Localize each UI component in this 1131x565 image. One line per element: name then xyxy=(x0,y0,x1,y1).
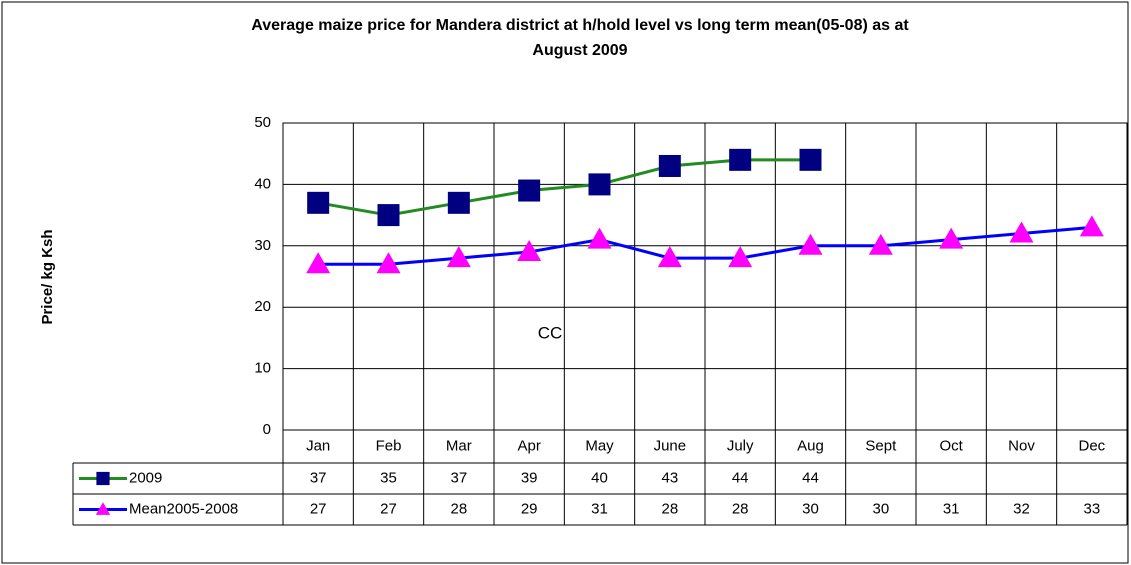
annotation: CC xyxy=(538,323,563,342)
table-value: 33 xyxy=(1083,500,1100,517)
table-value: 28 xyxy=(661,500,678,517)
marker xyxy=(377,204,400,227)
x-tick-label: Oct xyxy=(939,437,963,454)
plot-border xyxy=(282,122,1128,431)
y-tick-label: 0 xyxy=(263,421,271,438)
table-value: 37 xyxy=(450,469,467,486)
marker xyxy=(518,179,541,202)
table-value: 28 xyxy=(450,500,467,517)
series-line xyxy=(317,158,811,217)
table-value: 29 xyxy=(521,500,538,517)
marker xyxy=(96,471,110,486)
x-tick-label: Sept xyxy=(865,437,897,454)
x-tick-label: Aug xyxy=(797,437,824,454)
marker xyxy=(376,252,401,274)
x-tick-label: July xyxy=(727,437,754,454)
marker xyxy=(728,246,753,268)
y-tick-label: 20 xyxy=(254,298,271,315)
table-value: 39 xyxy=(521,469,538,486)
x-tick-label: Mar xyxy=(446,437,472,454)
table-value: 31 xyxy=(943,500,960,517)
y-tick-label: 10 xyxy=(254,360,271,377)
marker xyxy=(95,502,111,515)
x-tick-label: Jan xyxy=(306,437,330,454)
marker xyxy=(306,252,331,274)
table-value: 28 xyxy=(732,500,749,517)
x-tick-label: June xyxy=(654,437,687,454)
marker xyxy=(798,233,823,255)
legend-label: 2009 xyxy=(129,469,162,486)
table-value: 27 xyxy=(380,500,397,517)
table-value: 30 xyxy=(872,500,889,517)
table-value: 32 xyxy=(1013,500,1030,517)
marker xyxy=(307,191,330,214)
table-value: 40 xyxy=(591,469,608,486)
series-line xyxy=(318,225,1092,266)
marker xyxy=(868,233,893,255)
x-tick-label: Dec xyxy=(1078,437,1105,454)
marker xyxy=(658,154,681,177)
y-tick-label: 50 xyxy=(254,114,271,131)
marker xyxy=(1079,215,1104,237)
marker xyxy=(446,246,471,268)
table-value: 27 xyxy=(310,500,327,517)
y-tick-label: 40 xyxy=(254,175,271,192)
marker xyxy=(517,239,542,261)
marker xyxy=(1009,221,1034,243)
table-value: 30 xyxy=(802,500,819,517)
table-value: 44 xyxy=(802,469,819,486)
x-tick-label: Nov xyxy=(1008,437,1035,454)
y-tick-label: 30 xyxy=(254,237,271,254)
marker xyxy=(939,227,964,249)
chart-title: Average maize price for Mandera district… xyxy=(251,17,909,34)
marker xyxy=(587,227,612,249)
marker xyxy=(729,148,752,171)
x-tick-label: Apr xyxy=(517,437,540,454)
y-axis-title: Price/ kg Ksh xyxy=(39,229,56,324)
chart-subtitle: August 2009 xyxy=(532,42,627,59)
table-value: 35 xyxy=(380,469,397,486)
marker xyxy=(588,173,611,196)
table-value: 31 xyxy=(591,500,608,517)
marker xyxy=(799,148,822,171)
table-value: 37 xyxy=(310,469,327,486)
x-tick-label: Feb xyxy=(376,437,402,454)
x-tick-label: May xyxy=(585,437,614,454)
marker xyxy=(657,246,682,268)
marker xyxy=(447,191,470,214)
table-value: 43 xyxy=(661,469,678,486)
table-value: 44 xyxy=(732,469,749,486)
legend-label: Mean2005-2008 xyxy=(129,500,238,517)
